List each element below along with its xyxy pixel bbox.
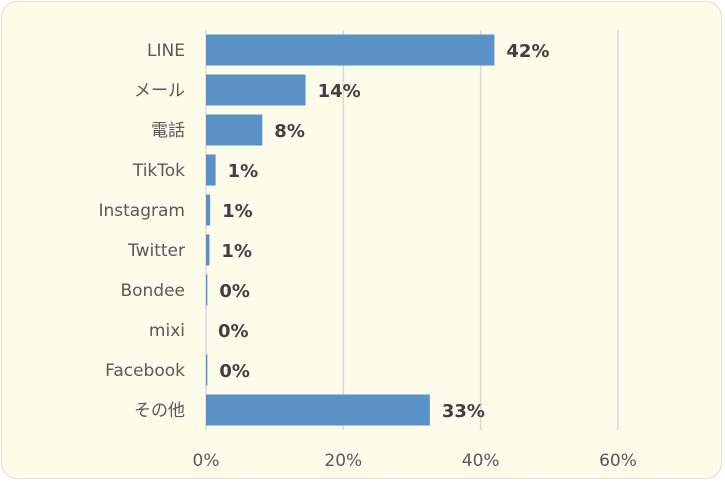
bar: [206, 354, 208, 386]
data-label: 1%: [221, 241, 252, 262]
data-label: 33%: [442, 401, 485, 422]
category-label: Bondee: [120, 281, 185, 301]
category-label: 電話: [151, 121, 185, 141]
category-label: Facebook: [105, 361, 185, 381]
x-tick-labels: 0% 20% 40% 60%: [193, 451, 637, 471]
bar: [206, 194, 211, 226]
category-label: Twitter: [127, 241, 185, 261]
x-tick-label: 20%: [324, 451, 362, 471]
category-label: メール: [134, 81, 185, 101]
data-label: 0%: [218, 321, 249, 342]
bar: [206, 74, 306, 106]
category-label: Instagram: [99, 201, 186, 221]
bar: [206, 154, 216, 186]
bar: [206, 114, 263, 146]
data-label: 14%: [318, 81, 361, 102]
x-tick-label: 40%: [462, 451, 500, 471]
data-label: 0%: [219, 361, 250, 382]
category-label: その他: [134, 401, 185, 421]
x-tick-label: 0%: [193, 451, 220, 471]
data-label: 1%: [228, 161, 259, 182]
x-tick-label: 60%: [599, 451, 637, 471]
bar: [206, 274, 208, 306]
data-label: 42%: [506, 41, 549, 62]
bar: [206, 394, 430, 426]
data-label: 0%: [219, 281, 250, 302]
category-label: LINE: [147, 41, 185, 61]
data-label: 8%: [274, 121, 305, 142]
bars: [206, 34, 495, 426]
data-labels: 42% 14% 8% 1% 1% 1% 0% 0% 0% 33%: [218, 41, 549, 422]
data-label: 1%: [222, 201, 253, 222]
bar: [206, 34, 495, 66]
category-label: mixi: [149, 321, 185, 341]
bar: [206, 234, 210, 266]
category-label: TikTok: [132, 161, 185, 181]
